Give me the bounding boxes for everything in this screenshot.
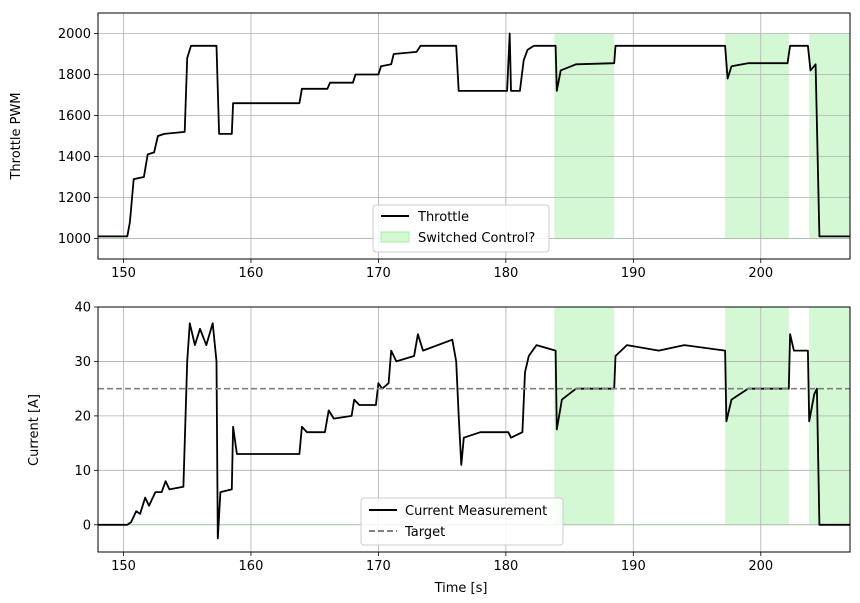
legend: Throttle Switched Control? xyxy=(372,204,550,253)
y-tick-label: 30 xyxy=(74,355,91,370)
y-tick-label: 0 xyxy=(83,518,91,533)
legend-current-label: Current Measurement xyxy=(405,504,547,519)
x-tick-label: 150 xyxy=(111,266,136,281)
switched-region-2 xyxy=(725,33,789,239)
legend: Current Measurement Target xyxy=(360,497,564,546)
plot-frame xyxy=(97,12,851,260)
x-tick-label: 160 xyxy=(239,266,264,281)
y-tick-label: 1000 xyxy=(58,232,91,247)
x-tick-label: 150 xyxy=(111,559,136,574)
gridlines xyxy=(98,13,850,259)
legend-box xyxy=(360,497,564,546)
y-ticks: 0 10 20 30 40 xyxy=(74,301,98,533)
y-ticks: 1000 1200 1400 1600 1800 2000 xyxy=(58,27,98,247)
series-lines xyxy=(98,32,850,238)
legend-throttle-label: Throttle xyxy=(417,210,469,225)
legend-target-label: Target xyxy=(404,525,445,540)
x-tick-label: 190 xyxy=(621,559,646,574)
y-tick-label: 1200 xyxy=(58,191,91,206)
x-tick-label: 200 xyxy=(748,559,773,574)
x-tick-label: 160 xyxy=(239,559,264,574)
y-tick-label: 1600 xyxy=(58,109,91,124)
x-tick-label: 190 xyxy=(621,266,646,281)
y-tick-label: 20 xyxy=(74,409,91,424)
series-lines xyxy=(98,322,850,540)
legend-switched-label: Switched Control? xyxy=(418,231,535,246)
x-axis-label: Time [s] xyxy=(434,581,488,596)
x-tick-label: 170 xyxy=(366,559,391,574)
throttle-chart: 150 160 170 180 190 200 1000 1200 1400 1600 1800 2… xyxy=(9,12,851,281)
legend-switched-swatch xyxy=(380,231,410,243)
x-tick-label: 180 xyxy=(493,266,518,281)
x-ticks: 150 160 170 180 190 200 xyxy=(111,552,773,574)
plot-frame xyxy=(97,306,851,553)
legend-box xyxy=(372,204,550,253)
x-tick-label: 180 xyxy=(493,559,518,574)
switched-region-1 xyxy=(554,33,615,239)
current-chart: 150 160 170 180 190 200 0 10 20 30 40 Current [A]… xyxy=(27,301,851,596)
current-measurement-line xyxy=(98,322,850,540)
y-tick-label: 1400 xyxy=(58,150,91,165)
x-tick-label: 170 xyxy=(366,266,391,281)
y-tick-label: 2000 xyxy=(58,27,91,42)
throttle-line xyxy=(98,32,850,238)
y-tick-label: 40 xyxy=(74,301,91,316)
x-tick-label: 200 xyxy=(748,266,773,281)
y-axis-label: Throttle PWM xyxy=(9,92,24,180)
y-tick-label: 10 xyxy=(74,464,91,479)
y-axis-label: Current [A] xyxy=(27,394,42,466)
y-tick-label: 1800 xyxy=(58,68,91,83)
x-ticks: 150 160 170 180 190 200 xyxy=(111,259,773,281)
